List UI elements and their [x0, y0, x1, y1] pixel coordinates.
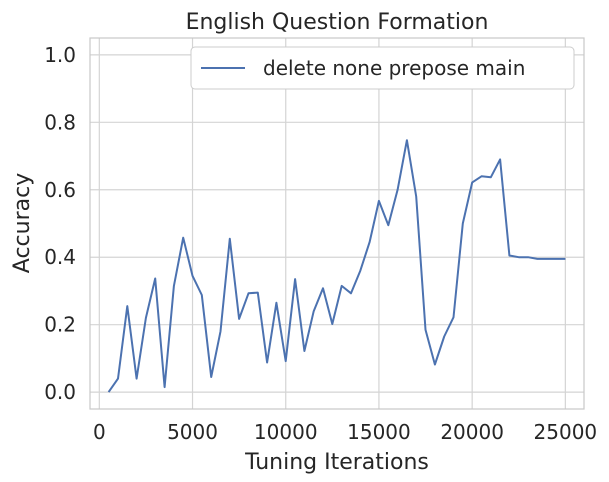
y-tick-label: 1.0: [44, 43, 76, 67]
series-line-delete-none-prepose-main: [107, 139, 566, 393]
y-axis-title: Accuracy: [10, 173, 35, 273]
x-tick-label: 20000: [440, 420, 504, 444]
y-tick-label: 0.8: [44, 110, 76, 134]
x-tick-label: 25000: [534, 420, 598, 444]
legend: delete none prepose main: [190, 46, 575, 90]
x-tick-labels: 0 5000 10000 15000 20000 25000: [93, 420, 597, 444]
y-tick-label: 0.2: [44, 313, 76, 337]
x-tick-label: 5000: [167, 420, 218, 444]
y-tick-label: 0.4: [44, 245, 76, 269]
x-tick-label: 15000: [347, 420, 411, 444]
y-tick-labels: 0.0 0.2 0.4 0.6 0.8 1.0: [44, 43, 76, 404]
plot-area: [89, 37, 585, 410]
legend-box: [190, 46, 575, 90]
legend-label-delete-none-prepose-main: delete none prepose main: [263, 56, 525, 80]
x-tick-label: 10000: [254, 420, 318, 444]
x-axis-title: Tuning Iterations: [244, 450, 429, 475]
chart-title: English Question Formation: [186, 10, 489, 35]
y-tick-label: 0.0: [44, 380, 76, 404]
series-group: [107, 139, 566, 393]
x-tick-label: 0: [93, 420, 106, 444]
y-tick-label: 0.6: [44, 178, 76, 202]
grid-lines: [90, 38, 584, 409]
